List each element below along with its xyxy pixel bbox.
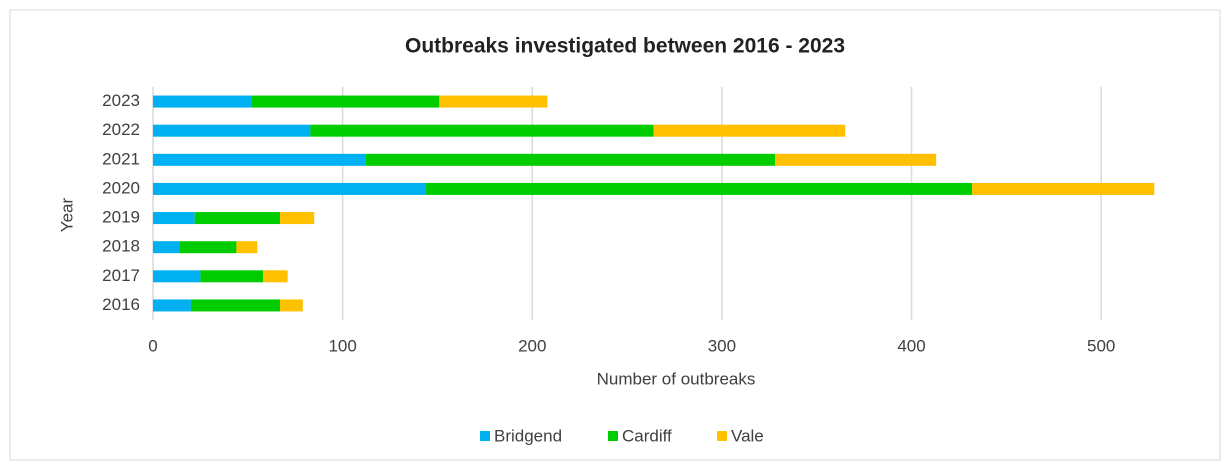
y-tick-label: 2023 xyxy=(102,91,140,110)
bar-segment xyxy=(153,182,427,195)
legend-label: Cardiff xyxy=(622,426,672,445)
x-tick-label: 400 xyxy=(897,336,925,355)
y-tick-label: 2021 xyxy=(102,149,140,168)
chart-frame xyxy=(9,9,1221,461)
x-tick-label: 100 xyxy=(328,336,356,355)
bar-segment xyxy=(972,182,1155,195)
bar-segment xyxy=(153,241,180,254)
bar-segment xyxy=(200,270,263,283)
x-tick-label: 500 xyxy=(1087,336,1115,355)
bar-segment xyxy=(153,95,252,108)
bar-segment xyxy=(251,95,440,108)
bar-segment xyxy=(280,299,303,312)
bar-segment xyxy=(653,124,846,137)
legend-label: Vale xyxy=(731,426,764,445)
bar-segment xyxy=(153,153,366,166)
legend-swatch xyxy=(480,431,490,441)
y-tick-label: 2022 xyxy=(102,120,140,139)
bar-segment xyxy=(153,270,201,283)
bar-segment xyxy=(179,241,237,254)
y-tick-label: 2016 xyxy=(102,295,140,314)
y-tick-label: 2018 xyxy=(102,237,140,256)
bar-segment xyxy=(262,270,288,283)
x-tick-label: 0 xyxy=(148,336,157,355)
bar-segment xyxy=(280,212,315,225)
x-axis-title: Number of outbreaks xyxy=(597,369,756,388)
bar-segment xyxy=(439,95,548,108)
legend-label: Bridgend xyxy=(494,426,562,445)
bar-segment xyxy=(365,153,776,166)
bar-segment xyxy=(775,153,937,166)
bar-segment xyxy=(310,124,654,137)
y-tick-label: 2017 xyxy=(102,266,140,285)
bar-segment xyxy=(236,241,258,254)
legend-swatch xyxy=(717,431,727,441)
x-tick-label: 200 xyxy=(518,336,546,355)
y-tick-label: 2019 xyxy=(102,208,140,227)
chart-title: Outbreaks investigated between 2016 - 20… xyxy=(405,35,845,58)
bar-segment xyxy=(153,124,311,137)
y-axis-title: Year xyxy=(57,197,76,232)
bar-segment xyxy=(190,299,281,312)
bar-segment xyxy=(194,212,281,225)
bar-segment xyxy=(153,299,191,312)
legend-swatch xyxy=(608,431,618,441)
y-tick-label: 2020 xyxy=(102,178,140,197)
bar-segment xyxy=(153,212,195,225)
bar-segment xyxy=(426,182,973,195)
x-tick-label: 300 xyxy=(708,336,736,355)
